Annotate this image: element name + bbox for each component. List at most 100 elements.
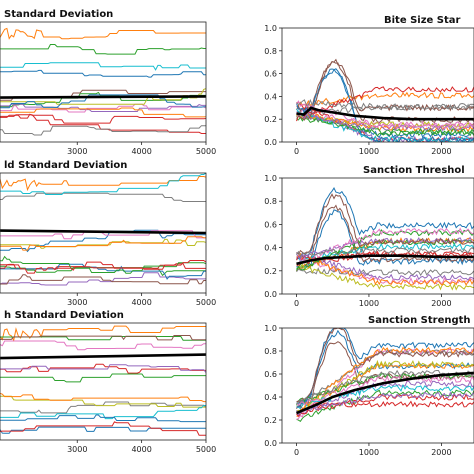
y-tick-label: 0.6 (264, 70, 277, 79)
series-line (0, 192, 206, 202)
series-line (296, 328, 474, 404)
series-line (0, 335, 206, 341)
mean-line (0, 353, 206, 360)
series-line (0, 236, 206, 251)
series-line (0, 395, 206, 408)
series-line (0, 414, 206, 423)
series-line (0, 325, 206, 342)
series-line (296, 252, 474, 286)
series-line (0, 103, 206, 112)
series-group (0, 173, 206, 286)
mean-line (0, 95, 206, 99)
x-tick-label: 1000 (359, 448, 379, 457)
y-tick-label: 0.6 (264, 220, 277, 229)
series-line (296, 68, 474, 139)
mean-line (296, 106, 474, 121)
x-tick-label: 5000 (196, 445, 216, 454)
y-tick-label: 0.4 (264, 244, 277, 253)
y-tick-label: 0.2 (264, 267, 277, 276)
series-line (296, 247, 474, 258)
series-line (296, 375, 474, 406)
series-line (296, 400, 474, 410)
panel-title: Standard Deviation (4, 9, 113, 20)
plot-area: 0 1000 2000 0.0 0.2 0.4 0.6 0.8 1.0 (264, 24, 474, 156)
panel-title: ld Standard Deviation (4, 160, 127, 171)
series-line (0, 69, 206, 78)
panel-sanction-threshold: Sanction Threshol 0 1000 20000.00.20.40.60… (264, 165, 474, 308)
series-line (0, 113, 206, 124)
axis-frame (281, 177, 474, 295)
y-tick-label: 0.8 (264, 347, 277, 356)
series-line (296, 68, 474, 142)
y-tick-label: 1.0 (264, 24, 277, 33)
panel-sanction-strength: Sanction Strength 0 1000 20000.00.20.40.60… (264, 315, 474, 457)
panel-title: h Standard Deviation (4, 310, 124, 321)
series-line (296, 362, 474, 417)
x-tick-label: 2000 (431, 147, 451, 156)
series-group (295, 328, 474, 422)
series-line (296, 116, 474, 136)
series-line (0, 340, 206, 351)
x-tick-label: 0 (294, 147, 299, 156)
y-tick-label: 1.0 (264, 324, 277, 333)
series-line (0, 421, 206, 436)
series-line (296, 193, 474, 255)
x-tick-label: 0 (294, 448, 299, 457)
y-tick-label: 1.0 (264, 174, 277, 183)
series-line (0, 107, 206, 118)
series-line (296, 255, 474, 285)
series-line (0, 260, 206, 274)
series-line (296, 186, 474, 260)
series-line (296, 61, 474, 124)
axis-frame (281, 327, 474, 444)
series-line (0, 364, 206, 373)
series-line (296, 391, 474, 415)
series-line (0, 114, 206, 134)
series-line (0, 229, 206, 253)
series-line (296, 227, 474, 266)
y-tick-label: 0.0 (264, 439, 277, 448)
series-line (0, 392, 206, 403)
series-group (296, 58, 474, 142)
plot-area: 3000 4000 5000 (0, 322, 216, 454)
axis-frame (0, 21, 207, 143)
series-line (0, 426, 206, 434)
panel-std-top: Standard Deviation 3000 4000 5000 (0, 9, 216, 156)
series-group (0, 325, 206, 436)
y-tick-label: 0.2 (264, 416, 277, 425)
mean-line (295, 371, 474, 415)
panel-std-bottom: h Standard Deviation 3000 4000 5000 (0, 310, 216, 454)
series-line (296, 86, 474, 122)
series-line (0, 125, 206, 136)
x-tick-label: 1000 (359, 147, 379, 156)
x-tick-label: 3000 (67, 147, 87, 156)
y-tick-label: 0.8 (264, 197, 277, 206)
series-line (296, 112, 474, 132)
series-line (296, 209, 474, 270)
y-tick-label: 0.4 (264, 92, 277, 101)
series-line (296, 242, 474, 263)
x-tick-label: 0 (294, 299, 299, 308)
series-line (296, 263, 474, 291)
plot-area: 0 1000 2000 0.0 0.2 0.4 0.6 0.8 1.0 (264, 174, 474, 308)
y-tick-label: 0.0 (264, 290, 277, 299)
series-line (0, 103, 206, 113)
y-tick-label: 0.0 (264, 138, 277, 147)
series-line (0, 173, 206, 195)
panel-std-middle: ld Standard Deviation 3000 4000 5000 (0, 160, 216, 307)
x-tick-label: 1000 (359, 299, 379, 308)
axis-frame (0, 172, 207, 294)
series-line (0, 272, 206, 286)
series-line (0, 62, 206, 71)
axis-frame (0, 322, 207, 441)
plot-area: 0 1000 2000 0.0 0.2 0.4 0.6 0.8 1.0 (264, 324, 474, 457)
y-tick-label: 0.4 (264, 393, 277, 402)
series-line (296, 112, 474, 137)
series-line (0, 263, 206, 280)
series-line (0, 94, 206, 109)
series-line (0, 255, 206, 274)
series-line (296, 267, 474, 277)
panel-bite-size: Bite Size Star 0 1000 2000 0.0 0.2 0.4 0.6 0.8 1… (264, 15, 474, 156)
plot-area: 3000 4000 5000 (0, 172, 216, 307)
